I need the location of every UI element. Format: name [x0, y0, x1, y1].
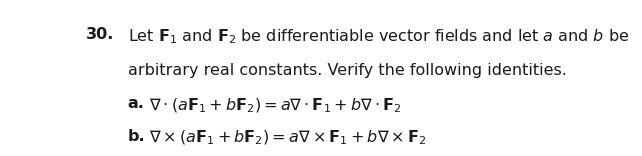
Text: Let $\mathbf{F}_1$ and $\mathbf{F}_2$ be differentiable vector fields and let $a: Let $\mathbf{F}_1$ and $\mathbf{F}_2$ be… — [128, 27, 629, 46]
Text: $\nabla \times (a\mathbf{F}_1 + b\mathbf{F}_2) = a\nabla \times \mathbf{F}_1 + b: $\nabla \times (a\mathbf{F}_1 + b\mathbf… — [149, 129, 426, 147]
Text: 30.: 30. — [86, 27, 114, 42]
Text: $\nabla \cdot (a\mathbf{F}_1 + b\mathbf{F}_2) = a\nabla \cdot \mathbf{F}_1 + b\n: $\nabla \cdot (a\mathbf{F}_1 + b\mathbf{… — [149, 96, 401, 115]
Text: arbitrary real constants. Verify the following identities.: arbitrary real constants. Verify the fol… — [128, 63, 566, 78]
Text: b.: b. — [128, 129, 145, 144]
Text: a.: a. — [128, 96, 144, 111]
